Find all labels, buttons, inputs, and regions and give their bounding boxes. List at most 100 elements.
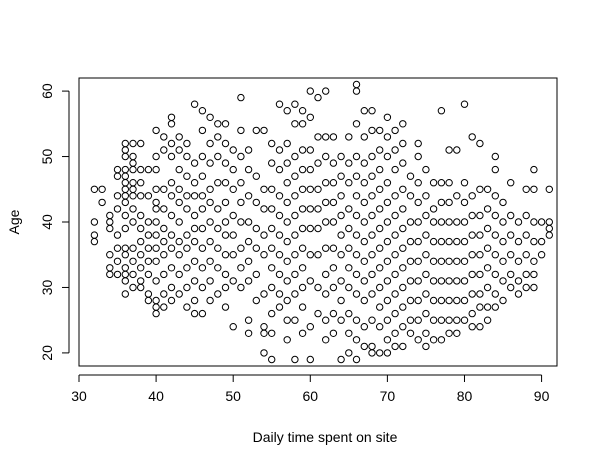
x-tick-label: 90 bbox=[534, 388, 550, 404]
data-point bbox=[360, 257, 368, 265]
data-point bbox=[337, 231, 345, 239]
data-point bbox=[360, 107, 368, 115]
data-point bbox=[237, 126, 245, 135]
data-point bbox=[198, 107, 207, 115]
data-point bbox=[352, 172, 361, 180]
data-point bbox=[190, 159, 199, 167]
data-point bbox=[514, 237, 523, 246]
data-point bbox=[468, 133, 476, 141]
data-point bbox=[429, 237, 438, 246]
data-point bbox=[221, 198, 230, 207]
data-point bbox=[445, 218, 453, 226]
data-point bbox=[221, 139, 230, 148]
data-point bbox=[206, 185, 214, 194]
data-point bbox=[121, 277, 130, 285]
data-point bbox=[391, 211, 399, 220]
data-point bbox=[345, 159, 353, 167]
data-point bbox=[337, 277, 345, 285]
data-point bbox=[314, 309, 322, 318]
data-point bbox=[476, 303, 484, 311]
data-point bbox=[306, 113, 314, 122]
data-point bbox=[406, 329, 415, 337]
data-point bbox=[260, 290, 268, 298]
data-point bbox=[453, 257, 461, 265]
data-point bbox=[229, 185, 237, 194]
data-point bbox=[160, 205, 168, 213]
data-point bbox=[291, 251, 299, 259]
data-point bbox=[160, 185, 168, 194]
data-point bbox=[175, 185, 183, 194]
data-point bbox=[314, 93, 322, 102]
data-point bbox=[376, 283, 384, 292]
data-point bbox=[360, 342, 368, 351]
data-point bbox=[221, 120, 230, 128]
data-point bbox=[337, 296, 345, 305]
data-point bbox=[129, 139, 137, 148]
data-point bbox=[468, 309, 476, 318]
data-point bbox=[453, 192, 461, 200]
data-point bbox=[329, 264, 338, 272]
data-point bbox=[144, 296, 153, 305]
data-point bbox=[383, 336, 392, 344]
data-point bbox=[129, 205, 137, 213]
data-point bbox=[152, 218, 160, 226]
data-point bbox=[229, 323, 237, 331]
data-point bbox=[298, 107, 307, 115]
data-point bbox=[144, 165, 153, 174]
data-point bbox=[437, 316, 446, 324]
data-point bbox=[275, 100, 284, 108]
data-point bbox=[214, 133, 222, 141]
data-point bbox=[537, 251, 546, 259]
data-point bbox=[406, 316, 415, 324]
data-point bbox=[329, 218, 338, 226]
data-point bbox=[206, 198, 214, 207]
data-point bbox=[337, 192, 345, 200]
data-point bbox=[337, 172, 345, 180]
data-point bbox=[537, 237, 546, 246]
data-point bbox=[499, 237, 507, 246]
data-point bbox=[175, 218, 183, 226]
data-point bbox=[414, 139, 422, 148]
data-point bbox=[137, 165, 145, 174]
data-point bbox=[545, 185, 553, 194]
data-point bbox=[491, 290, 499, 298]
data-point bbox=[429, 336, 438, 344]
data-point bbox=[137, 179, 145, 187]
data-point bbox=[406, 296, 415, 305]
y-tick-label: 40 bbox=[39, 214, 55, 230]
data-point bbox=[499, 257, 507, 265]
data-point bbox=[352, 231, 361, 239]
data-point bbox=[252, 224, 260, 233]
data-point bbox=[283, 218, 291, 226]
data-point bbox=[229, 146, 237, 154]
data-point bbox=[113, 270, 122, 279]
data-point bbox=[399, 224, 407, 233]
data-point bbox=[152, 244, 160, 252]
data-point bbox=[260, 126, 268, 135]
data-point bbox=[314, 224, 322, 233]
data-point bbox=[198, 224, 207, 233]
data-point bbox=[198, 205, 207, 213]
data-point bbox=[275, 270, 284, 279]
data-point bbox=[160, 224, 168, 233]
data-point bbox=[376, 323, 384, 331]
data-point bbox=[206, 277, 214, 285]
data-point bbox=[268, 139, 276, 148]
data-point bbox=[190, 192, 199, 200]
data-point bbox=[283, 237, 291, 246]
data-point bbox=[160, 237, 168, 246]
data-point bbox=[214, 264, 222, 272]
data-point bbox=[137, 237, 145, 246]
data-point bbox=[167, 283, 176, 292]
data-point bbox=[422, 192, 430, 200]
data-point bbox=[183, 139, 191, 148]
data-point bbox=[383, 257, 392, 265]
data-point bbox=[322, 179, 330, 187]
data-point bbox=[283, 159, 291, 167]
data-point bbox=[113, 205, 122, 213]
data-point bbox=[275, 192, 284, 200]
data-point bbox=[314, 251, 322, 259]
data-point bbox=[268, 244, 276, 252]
data-point bbox=[399, 283, 407, 292]
data-point bbox=[406, 218, 415, 226]
